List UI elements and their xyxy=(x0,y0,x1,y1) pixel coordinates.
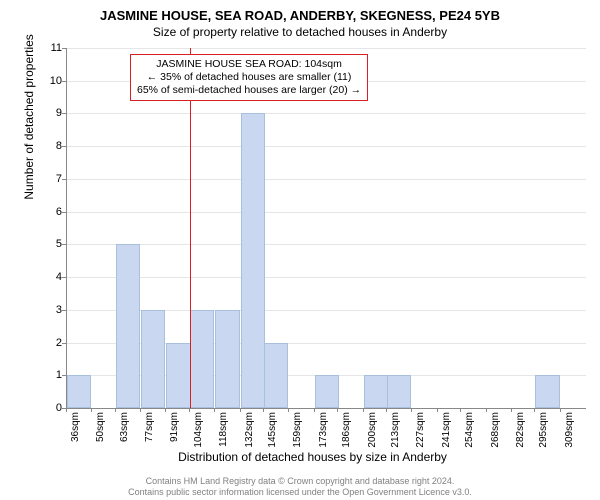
y-tick-label: 8 xyxy=(42,140,62,152)
x-tick-mark xyxy=(189,408,190,412)
x-tick-mark xyxy=(140,408,141,412)
y-tick-label: 10 xyxy=(42,75,62,87)
histogram-bar xyxy=(364,375,388,408)
x-tick-mark xyxy=(386,408,387,412)
y-tick-label: 9 xyxy=(42,107,62,119)
x-tick-mark xyxy=(288,408,289,412)
y-tick-label: 2 xyxy=(42,337,62,349)
x-tick-label: 254sqm xyxy=(464,412,475,448)
histogram-bar xyxy=(387,375,411,408)
main-title: JASMINE HOUSE, SEA ROAD, ANDERBY, SKEGNE… xyxy=(0,0,600,23)
y-tick-mark xyxy=(62,244,66,245)
histogram-bar xyxy=(67,375,91,408)
y-tick-mark xyxy=(62,343,66,344)
info-box-line: JASMINE HOUSE SEA ROAD: 104sqm xyxy=(137,58,361,71)
y-tick-mark xyxy=(62,310,66,311)
x-tick-label: 200sqm xyxy=(367,412,378,448)
x-tick-mark xyxy=(263,408,264,412)
x-tick-label: 118sqm xyxy=(218,412,229,447)
x-tick-label: 241sqm xyxy=(441,412,452,448)
gridline xyxy=(67,113,586,114)
info-box-line: 65% of semi-detached houses are larger (… xyxy=(137,84,361,97)
y-tick-label: 6 xyxy=(42,206,62,218)
footer-line-1: Contains HM Land Registry data © Crown c… xyxy=(0,476,600,487)
x-tick-label: 295sqm xyxy=(538,412,549,448)
histogram-bar xyxy=(166,343,190,408)
y-tick-mark xyxy=(62,48,66,49)
y-tick-mark xyxy=(62,375,66,376)
x-tick-mark xyxy=(560,408,561,412)
gridline xyxy=(67,48,586,49)
x-tick-label: 63sqm xyxy=(119,412,130,442)
x-tick-mark xyxy=(337,408,338,412)
reference-line xyxy=(190,48,191,408)
x-axis-label: Distribution of detached houses by size … xyxy=(40,450,585,464)
x-tick-mark xyxy=(411,408,412,412)
y-tick-label: 1 xyxy=(42,369,62,381)
x-tick-mark xyxy=(165,408,166,412)
histogram-bar xyxy=(215,310,239,408)
y-axis-label: Number of detached properties xyxy=(22,34,36,199)
x-tick-mark xyxy=(314,408,315,412)
gridline xyxy=(67,146,586,147)
x-tick-label: 268sqm xyxy=(490,412,501,448)
plot-area: JASMINE HOUSE SEA ROAD: 104sqm← 35% of d… xyxy=(66,48,586,409)
y-tick-label: 0 xyxy=(42,402,62,414)
x-tick-label: 186sqm xyxy=(341,412,352,448)
y-tick-label: 7 xyxy=(42,173,62,185)
x-tick-mark xyxy=(437,408,438,412)
x-tick-mark xyxy=(460,408,461,412)
histogram-bar xyxy=(241,113,265,408)
x-tick-label: 159sqm xyxy=(292,412,303,448)
x-tick-label: 282sqm xyxy=(515,412,526,448)
histogram-bar xyxy=(264,343,288,408)
footer-line-2: Contains public sector information licen… xyxy=(0,487,600,498)
y-tick-label: 4 xyxy=(42,271,62,283)
y-tick-label: 5 xyxy=(42,238,62,250)
footer: Contains HM Land Registry data © Crown c… xyxy=(0,476,600,498)
x-tick-mark xyxy=(486,408,487,412)
chart-container: Number of detached properties JASMINE HO… xyxy=(40,48,585,433)
histogram-bar xyxy=(116,244,140,408)
x-tick-label: 50sqm xyxy=(95,412,106,442)
x-tick-mark xyxy=(214,408,215,412)
x-tick-label: 36sqm xyxy=(70,412,81,442)
x-tick-mark xyxy=(511,408,512,412)
y-tick-mark xyxy=(62,179,66,180)
x-tick-label: 309sqm xyxy=(564,412,575,448)
histogram-bar xyxy=(315,375,339,408)
y-tick-mark xyxy=(62,113,66,114)
histogram-bar xyxy=(141,310,165,408)
x-tick-label: 104sqm xyxy=(193,412,204,448)
y-tick-mark xyxy=(62,81,66,82)
info-box: JASMINE HOUSE SEA ROAD: 104sqm← 35% of d… xyxy=(130,54,368,101)
x-tick-label: 227sqm xyxy=(415,412,426,448)
y-tick-mark xyxy=(62,277,66,278)
x-tick-label: 173sqm xyxy=(318,412,329,448)
x-tick-mark xyxy=(363,408,364,412)
x-tick-label: 132sqm xyxy=(244,412,255,448)
histogram-bar xyxy=(535,375,559,408)
x-tick-label: 213sqm xyxy=(390,412,401,448)
y-tick-label: 11 xyxy=(42,42,62,54)
y-tick-mark xyxy=(62,212,66,213)
x-tick-mark xyxy=(91,408,92,412)
x-tick-mark xyxy=(115,408,116,412)
x-tick-label: 145sqm xyxy=(267,412,278,448)
gridline xyxy=(67,179,586,180)
y-tick-mark xyxy=(62,146,66,147)
gridline xyxy=(67,277,586,278)
histogram-bar xyxy=(190,310,214,408)
x-tick-mark xyxy=(240,408,241,412)
x-tick-label: 77sqm xyxy=(144,412,155,442)
gridline xyxy=(67,212,586,213)
x-tick-mark xyxy=(534,408,535,412)
x-tick-mark xyxy=(66,408,67,412)
sub-title: Size of property relative to detached ho… xyxy=(0,23,600,43)
x-tick-label: 91sqm xyxy=(169,412,180,442)
info-box-line: ← 35% of detached houses are smaller (11… xyxy=(137,71,361,84)
y-tick-label: 3 xyxy=(42,304,62,316)
gridline xyxy=(67,244,586,245)
